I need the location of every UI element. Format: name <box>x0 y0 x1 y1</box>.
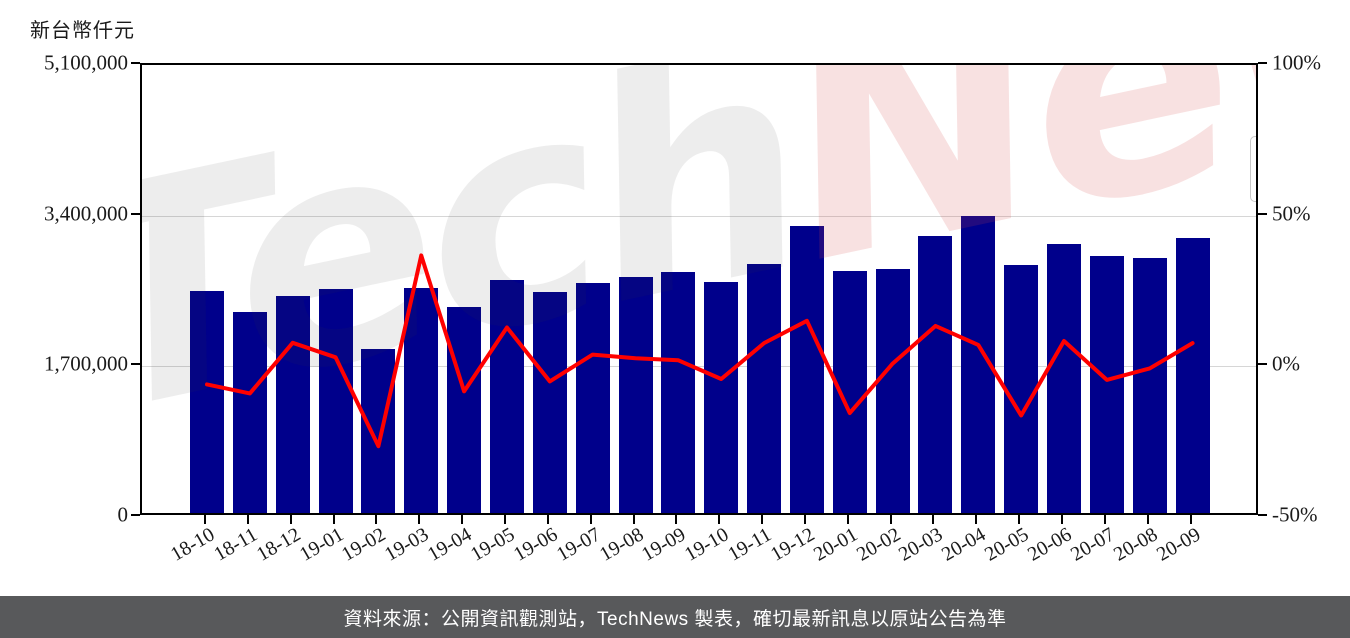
x-tickmark-18-11 <box>246 515 249 524</box>
y-tick-label-5,100,000: 5,100,000 <box>44 50 128 75</box>
x-tickmark-19-06 <box>546 515 549 524</box>
bar-19-04 <box>447 306 482 513</box>
y-tickmark <box>131 514 140 516</box>
x-tickmark-20-06 <box>1061 515 1063 524</box>
x-tickmark-19-11 <box>761 515 764 524</box>
y-tick-label-0: 0 <box>117 502 129 527</box>
y-tickmark <box>131 62 140 64</box>
x-tickmark-20-07 <box>1103 515 1106 524</box>
y-tickmark <box>131 363 140 366</box>
bar-19-02 <box>361 349 396 513</box>
x-tickmark-19-12 <box>803 515 806 524</box>
bar-19-06 <box>532 291 567 513</box>
x-tickmark-20-05 <box>1018 515 1021 524</box>
left-axis-title: 新台幣仟元 <box>30 20 135 42</box>
x-tickmark-20-09 <box>1189 515 1192 524</box>
x-tickmark-19-04 <box>461 515 464 524</box>
x-tickmark-20-08 <box>1146 515 1149 524</box>
source-footer: 資料來源：公開資訊觀測站，TechNews 製表，確切最新訊息以原站公告為準 <box>0 596 1350 638</box>
bar-19-11 <box>747 263 782 513</box>
x-tickmark-19-08 <box>632 515 635 524</box>
bar-18-11 <box>232 311 267 513</box>
bar-20-03 <box>918 235 953 513</box>
pct-tickmark <box>1258 212 1267 215</box>
gridline-50pct <box>142 215 1256 217</box>
x-tickmark-20-02 <box>889 515 892 524</box>
x-tickmark-19-01 <box>332 515 335 524</box>
bar-18-10 <box>190 291 224 513</box>
x-tickmark-19-07 <box>589 515 592 524</box>
bar-20-02 <box>875 268 910 513</box>
pct-tick-label-0%: 0% <box>1272 351 1300 376</box>
bar-20-09 <box>1175 237 1210 513</box>
x-tickmark-19-05 <box>503 515 506 524</box>
bar-19-07 <box>575 283 610 513</box>
x-tickmark-18-10 <box>204 515 206 524</box>
bar-19-03 <box>404 287 439 513</box>
bar-20-01 <box>832 271 867 513</box>
bar-19-05 <box>489 279 524 513</box>
bar-20-08 <box>1132 257 1167 513</box>
bar-19-08 <box>618 276 653 513</box>
pct-tickmark <box>1258 514 1267 516</box>
bar-20-04 <box>961 215 996 513</box>
pct-tick-label-100%: 100% <box>1272 50 1321 75</box>
pct-tickmark <box>1258 62 1267 64</box>
x-tickmark-19-10 <box>718 515 721 524</box>
mom-line <box>205 253 1195 449</box>
x-tickmark-20-04 <box>975 515 978 524</box>
x-tickmark-19-02 <box>375 515 378 524</box>
bar-18-12 <box>275 295 310 513</box>
x-tickmark-20-03 <box>932 515 935 524</box>
pct-tickmark <box>1258 363 1267 366</box>
x-tickmark-18-12 <box>289 515 292 524</box>
y-tick-label-1,700,000: 1,700,000 <box>44 351 128 376</box>
bar-19-12 <box>789 225 824 513</box>
x-tickmark-20-01 <box>846 515 849 524</box>
y-tickmark <box>131 212 140 215</box>
x-tick-label-20-09: 20-09 <box>1152 523 1205 566</box>
bar-19-10 <box>704 282 739 513</box>
plot-area: TechNews 月營收 MoM <box>140 63 1258 515</box>
pct-tick-label-50%: 50% <box>1272 201 1311 226</box>
bar-20-06 <box>1047 243 1081 513</box>
y-tick-label-3,400,000: 3,400,000 <box>44 201 128 226</box>
bar-19-09 <box>661 271 696 513</box>
pct-tick-label--50%: -50% <box>1272 502 1318 527</box>
legend-box: 月營收 MoM <box>1250 136 1256 202</box>
x-tickmark-19-09 <box>675 515 678 524</box>
bar-19-01 <box>318 289 353 513</box>
x-tickmark-19-03 <box>418 515 421 524</box>
bar-20-05 <box>1004 264 1039 513</box>
bar-20-07 <box>1089 255 1124 513</box>
source-footer-text: 資料來源：公開資訊觀測站，TechNews 製表，確切最新訊息以原站公告為準 <box>343 608 1007 630</box>
